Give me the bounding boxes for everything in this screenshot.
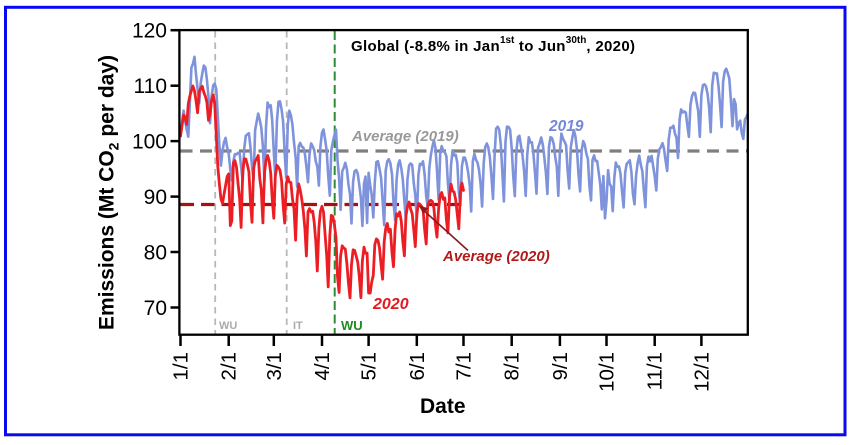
svg-text:90: 90: [144, 186, 167, 209]
svg-text:4/1: 4/1: [311, 352, 334, 381]
svg-text:110: 110: [134, 75, 167, 98]
svg-text:2/1: 2/1: [218, 352, 241, 381]
svg-text:1/1: 1/1: [170, 352, 193, 381]
svg-text:100: 100: [132, 130, 167, 153]
svg-text:9/1: 9/1: [549, 352, 572, 381]
svg-text:80: 80: [144, 241, 167, 264]
svg-text:8/1: 8/1: [501, 352, 524, 381]
svg-text:12/1: 12/1: [690, 352, 713, 392]
svg-text:10/1: 10/1: [596, 352, 619, 392]
svg-text:120: 120: [132, 20, 167, 43]
svg-text:6/1: 6/1: [406, 352, 429, 381]
svg-text:11/1: 11/1: [644, 352, 667, 390]
svg-text:Emissions (Mt CO2 per day): Emissions (Mt CO2 per day): [96, 55, 122, 330]
svg-text:5/1: 5/1: [358, 352, 381, 381]
svg-text:3/1: 3/1: [263, 352, 286, 381]
svg-text:7/1: 7/1: [453, 352, 476, 381]
svg-text:70: 70: [144, 297, 167, 320]
